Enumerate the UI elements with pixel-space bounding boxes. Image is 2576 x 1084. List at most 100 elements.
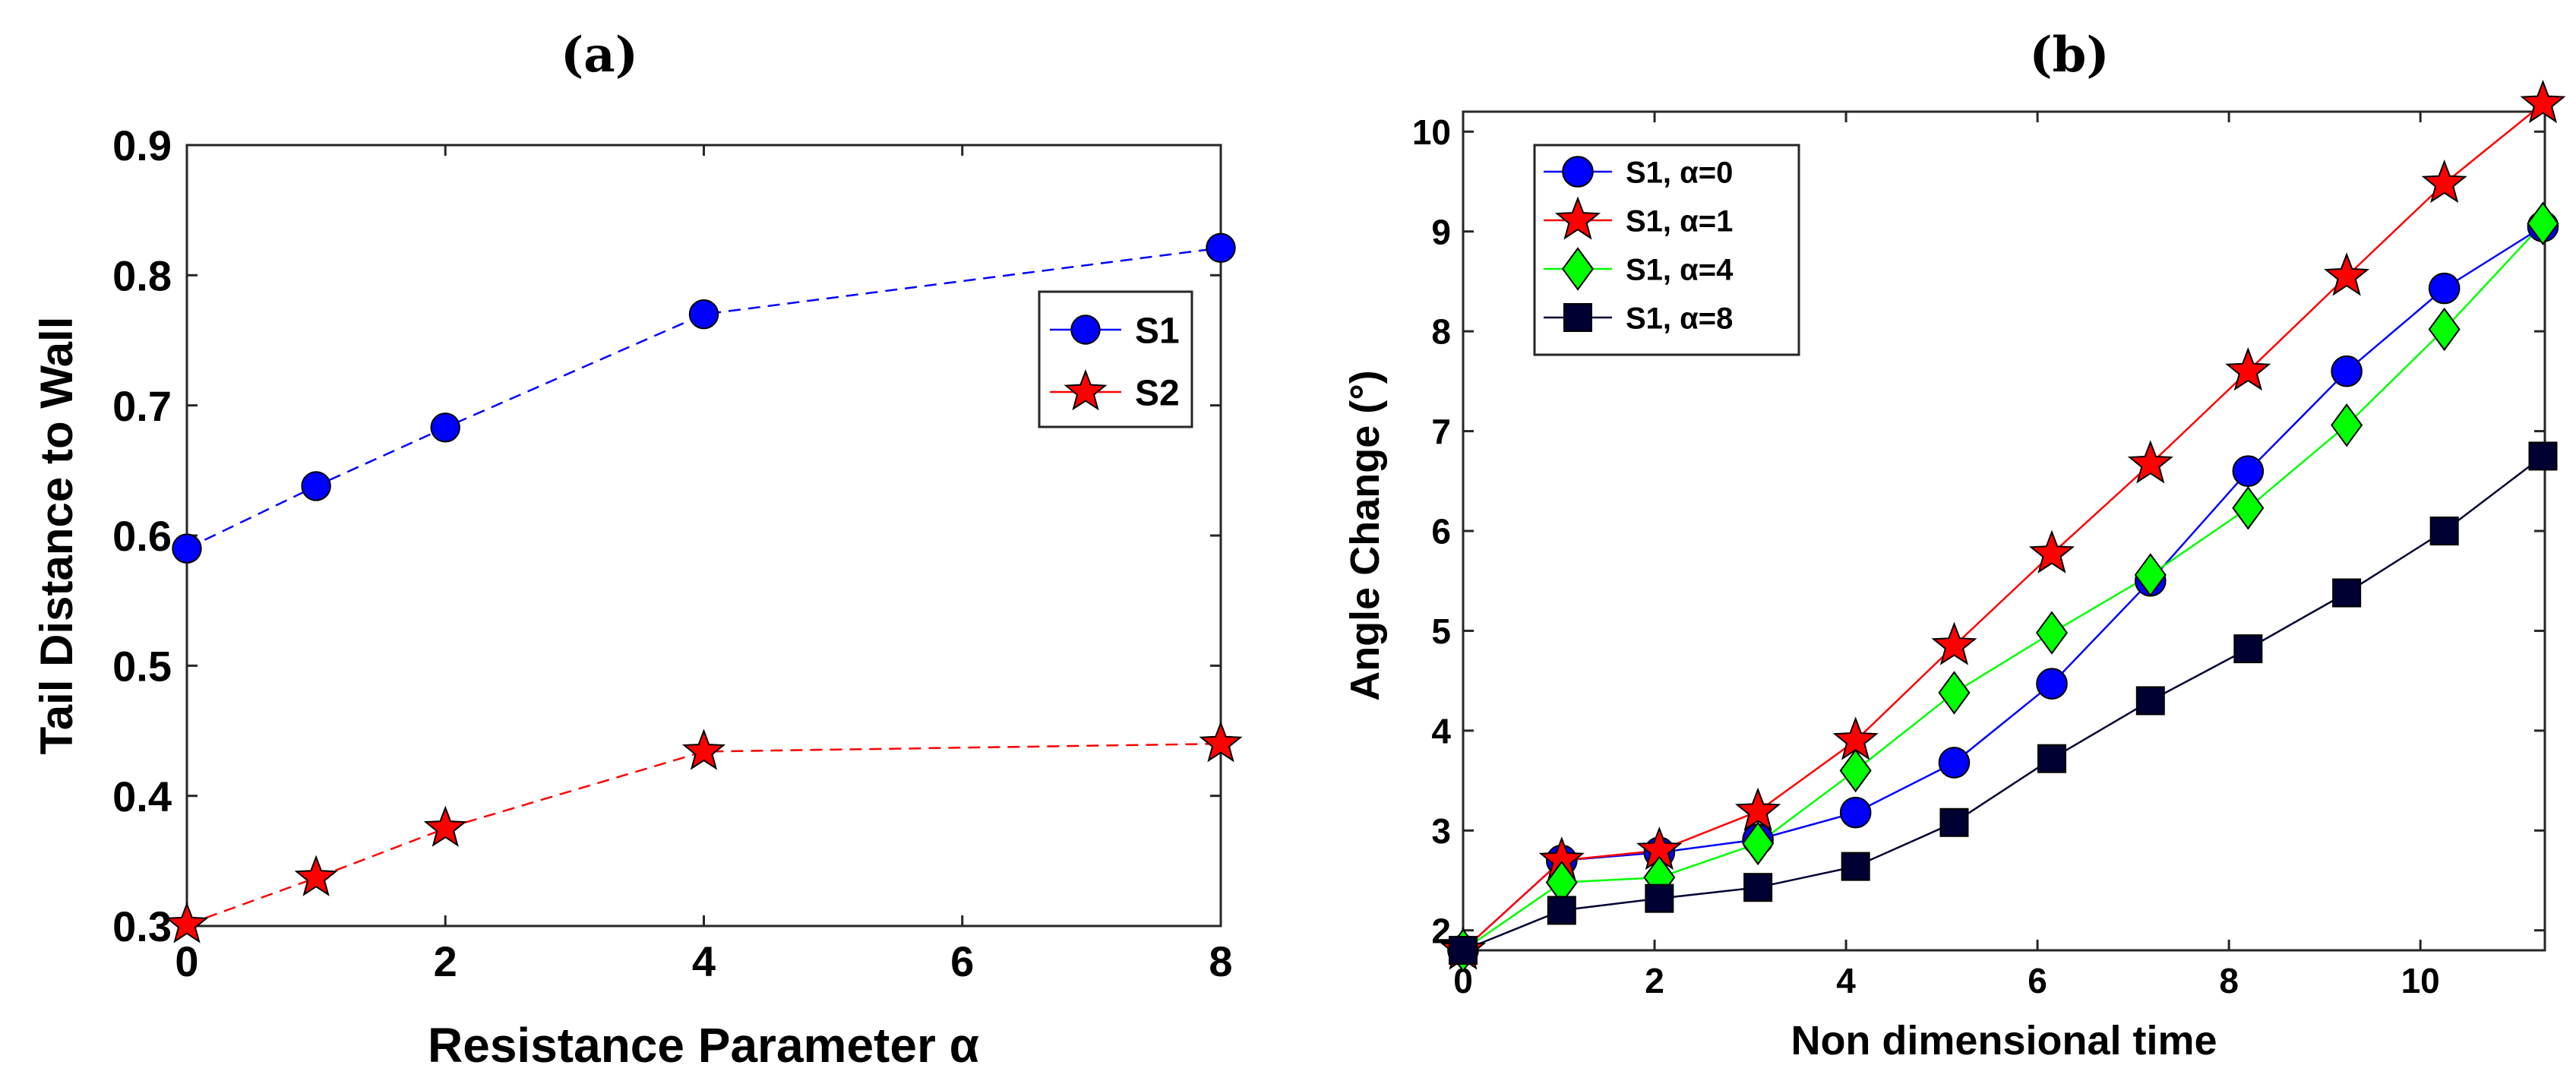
- a-y-tick-label: 0.6: [112, 512, 172, 560]
- a-y-tick-label: 0.9: [112, 122, 172, 169]
- b-series-s1-alpha-8-point-5: [1939, 807, 1969, 837]
- b-x-tick-label: 6: [2028, 961, 2047, 1000]
- b-series-s1-alpha-4-point-7: [2134, 553, 2167, 597]
- b-series-s1-alpha-4-point-9: [2331, 403, 2363, 447]
- b-series-s1-alpha-8-point-8: [2233, 634, 2263, 664]
- b-y-tick-label: 6: [1431, 512, 1451, 551]
- panel-b-x-ticks: 0 2 4 6 8 10: [1453, 112, 2440, 1000]
- panel-b-y-axis-label: Angle Change (°): [1342, 370, 1388, 701]
- panel-a-x-axis-label: Resistance Parameter α: [428, 1018, 979, 1073]
- b-legend-s1-alpha-8-label: S1, α=8: [1626, 302, 1733, 335]
- a-series-s1-point-4: [1206, 232, 1236, 264]
- b-series-s1-alpha-0-point-5: [1938, 747, 1971, 779]
- b-series-s1-alpha-8-point-0: [1449, 936, 1478, 965]
- b-series-s1-alpha-4-point-6: [2035, 611, 2069, 655]
- b-series-s1-alpha-8-point-7: [2135, 686, 2165, 716]
- b-legend-s1-alpha-0-label: S1, α=0: [1626, 156, 1733, 189]
- b-series-s1-alpha-8-point-1: [1547, 896, 1576, 925]
- a-series-s2-point-3: [681, 728, 726, 770]
- panel-a-chart: (a) 0 2 4 6 8 0.3 0.4 0.5 0.6 0.7 0.8 0.9 Resistan…: [31, 27, 1243, 1073]
- b-legend-s1-alpha-4-point-0: [1561, 247, 1595, 291]
- panel-a-legend-box: [1038, 290, 1193, 428]
- a-x-tick-label: 4: [692, 937, 716, 985]
- b-series-s1-alpha-8-point-11: [2528, 441, 2558, 471]
- panel-b-series-lines: [1462, 103, 2544, 952]
- b-series-s1-alpha-1-point-10: [2421, 159, 2467, 204]
- a-y-tick-label: 0.3: [112, 902, 172, 950]
- panel-a-legend-items: S1 S2: [1050, 311, 1180, 413]
- b-series-s1-alpha-4-point-3: [1742, 821, 1775, 866]
- b-series-s1-alpha-0-point-8: [2232, 455, 2265, 487]
- a-x-tick-label: 2: [434, 937, 457, 985]
- panel-b-label: (b): [2029, 27, 2109, 84]
- a-series-s2-point-1: [294, 855, 338, 896]
- panel-b-x-axis-label: Non dimensional time: [1791, 1018, 2217, 1063]
- panel-b-series-markers: [1440, 79, 2566, 972]
- panel-a-plot-frame: [185, 144, 1222, 928]
- b-y-tick-label: 8: [1431, 312, 1451, 352]
- b-y-tick-label: 5: [1431, 612, 1451, 651]
- b-legend-s1-alpha-1-label: S1, α=1: [1626, 204, 1733, 238]
- b-series-s1-alpha-4-point-5: [1938, 671, 1971, 715]
- b-series-s1-alpha-0-point-4: [1839, 796, 1872, 829]
- b-series-s1-alpha-8-point-4: [1841, 852, 1870, 881]
- a-series-s2-point-0: [165, 902, 209, 943]
- b-series-s1-alpha-1-point-3: [1735, 787, 1781, 831]
- b-legend-s1-alpha-4-label: S1, α=4: [1626, 253, 1734, 286]
- b-series-s1-alpha-8-point-3: [1743, 873, 1773, 902]
- b-legend-s1-alpha-8-point-0: [1563, 303, 1592, 332]
- a-x-tick-label: 0: [175, 937, 198, 985]
- b-series-s1-alpha-1-line: [1462, 103, 2544, 951]
- a-series-s2-line: [186, 742, 1222, 926]
- a-series-s2-point-4: [1199, 721, 1243, 763]
- b-series-s1-alpha-1-point-5: [1931, 621, 1977, 665]
- panel-a-series-markers: [165, 232, 1243, 943]
- a-series-s1-point-3: [688, 299, 719, 330]
- a-series-s1-point-1: [301, 471, 331, 501]
- b-y-tick-label: 10: [1412, 112, 1451, 152]
- b-series-s1-alpha-4-point-10: [2428, 307, 2461, 352]
- b-y-tick-label: 4: [1431, 711, 1451, 751]
- a-series-s1-point-2: [430, 412, 460, 443]
- a-series-s2-point-2: [423, 805, 467, 847]
- b-x-tick-label: 10: [2401, 961, 2440, 1000]
- b-legend-s1-alpha-0-point-0: [1562, 156, 1594, 188]
- b-y-tick-label: 7: [1431, 412, 1451, 451]
- b-x-tick-label: 2: [1645, 961, 1664, 1000]
- a-x-tick-label: 8: [1209, 937, 1232, 985]
- b-legend-s1-alpha-1-point-0: [1554, 196, 1601, 240]
- panel-b-legend-items: S1, α=0 S1, α=1 S1, α=4 S1, α=8: [1544, 156, 1734, 335]
- b-series-s1-alpha-8-point-2: [1645, 883, 1674, 913]
- b-series-s1-alpha-0-point-9: [2331, 355, 2363, 387]
- panel-a-label: (a): [561, 27, 638, 84]
- a-y-tick-label: 0.4: [112, 773, 172, 820]
- b-x-tick-label: 4: [1836, 961, 1856, 1000]
- panel-a-y-ticks: 0.3 0.4 0.5 0.6 0.7 0.8 0.9: [112, 122, 1221, 950]
- b-series-s1-alpha-8-point-9: [2332, 578, 2362, 608]
- b-series-s1-alpha-4-point-11: [2527, 201, 2559, 245]
- b-series-s1-alpha-1-point-8: [2225, 347, 2271, 391]
- b-series-s1-alpha-1-point-9: [2324, 252, 2370, 296]
- a-x-tick-label: 6: [950, 937, 974, 985]
- a-legend-s1-point-0: [1070, 314, 1101, 345]
- b-series-s1-alpha-4-point-8: [2232, 486, 2265, 530]
- panel-b-legend: S1, α=0 S1, α=1 S1, α=4 S1, α=8: [1533, 144, 1800, 356]
- b-series-s1-alpha-1-point-7: [2127, 440, 2173, 484]
- a-y-tick-label: 0.7: [112, 382, 172, 430]
- b-series-s1-alpha-1-point-11: [2520, 79, 2566, 124]
- b-series-s1-alpha-4-point-4: [1839, 748, 1872, 793]
- panel-a-x-ticks: 0 2 4 6 8: [175, 145, 1233, 985]
- a-legend-s1-label: S1: [1135, 311, 1180, 351]
- b-series-s1-alpha-8-point-10: [2429, 517, 2459, 545]
- b-x-tick-label: 8: [2219, 961, 2239, 1000]
- a-y-tick-label: 0.5: [112, 642, 172, 690]
- a-legend-s2-label: S2: [1135, 373, 1180, 413]
- b-y-tick-label: 9: [1431, 212, 1451, 251]
- b-series-s1-alpha-0-point-6: [2036, 668, 2068, 700]
- b-series-s1-alpha-8-point-6: [2037, 744, 2067, 773]
- a-series-s1-point-0: [172, 533, 202, 564]
- b-series-s1-alpha-0-line: [1462, 226, 2544, 951]
- b-y-tick-label: 3: [1431, 811, 1451, 851]
